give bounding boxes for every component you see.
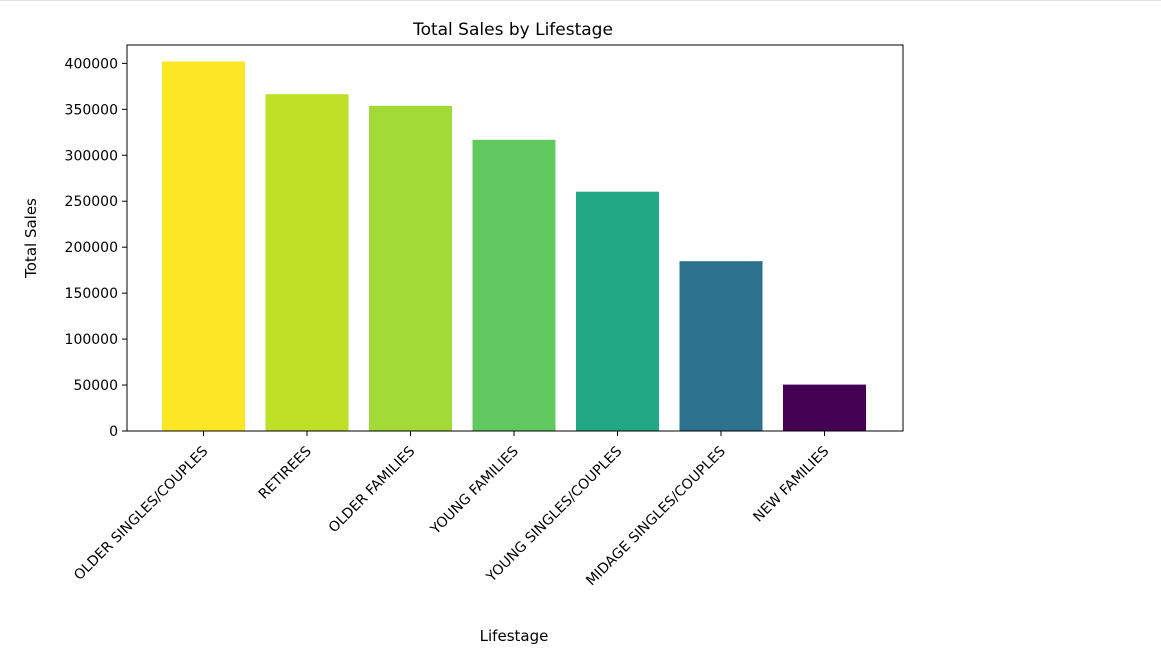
bar-2	[369, 105, 452, 432]
y-tick-label: 50000	[73, 378, 118, 394]
x-tick-label: OLDER SINGLES/COUPLES	[71, 443, 211, 583]
cell-separator	[0, 0, 1161, 1]
y-axis-label: Total Sales	[22, 198, 40, 279]
bar-1	[265, 94, 349, 431]
x-axis-label: Lifestage	[480, 627, 549, 645]
x-tick-label: RETIREES	[256, 443, 315, 502]
bar-4	[576, 191, 659, 431]
y-tick-label: 250000	[65, 194, 118, 210]
y-tick-label: 300000	[65, 148, 118, 164]
x-tick-label: NEW FAMILIES	[750, 443, 832, 525]
x-axis: OLDER SINGLES/COUPLES RETIREES OLDER FAMIL…	[71, 431, 832, 589]
y-tick-label: 0	[109, 424, 118, 440]
x-tick-label: YOUNG FAMILIES	[427, 443, 522, 538]
y-tick-label: 400000	[65, 56, 118, 72]
bars	[162, 61, 866, 432]
bar-6	[783, 384, 866, 431]
chart-title: Total Sales by Lifestage	[412, 20, 613, 40]
bar-3	[472, 139, 556, 432]
x-tick-label: OLDER FAMILIES	[326, 443, 419, 536]
y-tick-label: 150000	[65, 286, 118, 302]
y-tick-label: 350000	[65, 102, 118, 118]
bar-0	[162, 61, 245, 431]
y-tick-label: 200000	[65, 240, 118, 256]
y-tick-label: 100000	[65, 332, 118, 348]
bar-5	[679, 261, 763, 431]
y-axis: 0 50000 100000 150000 200000 250000 300000 3500…	[65, 56, 127, 440]
plot-frame	[126, 44, 904, 432]
plot-area	[126, 44, 904, 432]
